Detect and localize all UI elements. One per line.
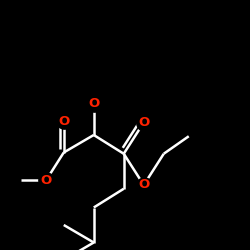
Text: O: O	[138, 178, 149, 192]
Text: O: O	[58, 115, 70, 128]
Text: O: O	[88, 97, 100, 110]
Text: O: O	[138, 116, 149, 129]
Text: O: O	[40, 174, 52, 186]
